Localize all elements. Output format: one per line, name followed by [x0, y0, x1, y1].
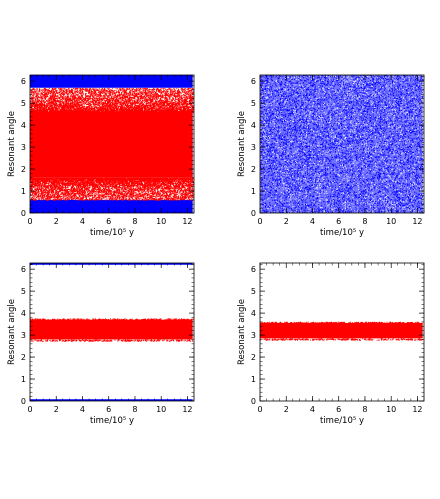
x-tick-label: 2 [284, 405, 289, 414]
y-tick-label: 1 [21, 375, 26, 384]
y-axis-label: Resonant angle [237, 111, 247, 177]
x-tick-label: 10 [386, 405, 396, 414]
y-tick-label: 0 [251, 397, 256, 406]
y-tick-label: 1 [21, 187, 26, 196]
y-tick-label: 5 [21, 99, 26, 108]
y-tick-label: 4 [21, 309, 26, 318]
y-tick-label: 6 [21, 77, 26, 86]
y-tick-label: 2 [251, 165, 256, 174]
plot-frame [259, 262, 425, 402]
scatter-points [30, 177, 194, 201]
x-tick-label: 0 [257, 405, 262, 414]
x-tick-label: 6 [106, 217, 111, 226]
scatter-band [260, 322, 423, 339]
y-tick-label: 6 [251, 265, 256, 274]
x-tick-label: 8 [132, 405, 137, 414]
x-tick-label: 0 [257, 217, 262, 226]
scatter-points [260, 338, 423, 341]
plot-area [260, 75, 424, 213]
plot-frame [29, 74, 195, 214]
y-tick-label: 4 [251, 309, 256, 318]
y-tick-label: 2 [21, 353, 26, 362]
y-tick-label: 2 [21, 165, 26, 174]
y-tick-label: 1 [251, 375, 256, 384]
scatter-points [30, 318, 194, 321]
x-tick-label: 6 [106, 405, 111, 414]
y-tick-label: 5 [21, 287, 26, 296]
x-tick-label: 4 [80, 405, 85, 414]
x-axis-label: time/10⁵ y [90, 228, 134, 238]
series-2 [30, 318, 194, 342]
x-tick-label: 8 [362, 217, 367, 226]
y-tick-label: 4 [21, 121, 26, 130]
x-tick-label: 12 [182, 405, 192, 414]
y-tick-label: 6 [21, 265, 26, 274]
scatter-points [30, 87, 194, 113]
x-tick-label: 2 [54, 405, 59, 414]
y-tick-label: 6 [251, 77, 256, 86]
y-tick-label: 1 [251, 187, 256, 196]
scatter-edge-bottom [30, 399, 193, 401]
plot-area [260, 321, 423, 341]
series-1 [260, 321, 423, 341]
y-tick-label: 4 [251, 121, 256, 130]
scatter-core [30, 111, 193, 178]
x-axis-label: time/10⁵ y [90, 416, 134, 426]
series-2 [30, 87, 194, 201]
series-1 [260, 75, 424, 213]
y-tick-label: 3 [21, 143, 26, 152]
y-tick-label: 3 [251, 331, 256, 340]
plot-area [30, 263, 194, 401]
y-tick-label: 3 [251, 143, 256, 152]
x-tick-label: 12 [412, 405, 422, 414]
x-tick-label: 10 [156, 405, 166, 414]
series-1 [30, 263, 193, 401]
x-tick-label: 12 [412, 217, 422, 226]
y-axis-label: Resonant angle [7, 299, 17, 365]
x-tick-label: 8 [362, 405, 367, 414]
y-tick-label: 0 [21, 209, 26, 218]
x-axis-label: time/10⁵ y [320, 228, 364, 238]
x-tick-label: 4 [80, 217, 85, 226]
plot-frame [29, 262, 195, 402]
y-axis-label: Resonant angle [7, 111, 17, 177]
x-tick-label: 2 [284, 217, 289, 226]
x-tick-label: 8 [132, 217, 137, 226]
plot-frame [259, 74, 425, 214]
y-tick-label: 0 [251, 209, 256, 218]
y-axis-label: Resonant angle [237, 299, 247, 365]
scatter-band [30, 319, 193, 340]
y-tick-label: 3 [21, 331, 26, 340]
x-tick-label: 6 [336, 405, 341, 414]
y-tick-label: 5 [251, 287, 256, 296]
x-tick-label: 4 [310, 405, 315, 414]
plot-area [30, 75, 194, 213]
scatter-edge-top [30, 263, 193, 265]
x-axis-label: time/10⁵ y [320, 416, 364, 426]
y-tick-label: 2 [251, 353, 256, 362]
x-tick-label: 4 [310, 217, 315, 226]
y-tick-label: 5 [251, 99, 256, 108]
x-tick-label: 2 [54, 217, 59, 226]
x-tick-label: 10 [386, 217, 396, 226]
x-tick-label: 12 [182, 217, 192, 226]
x-tick-label: 0 [27, 217, 32, 226]
y-tick-label: 0 [21, 397, 26, 406]
scatter-points [30, 339, 193, 342]
scatter-points [260, 75, 424, 213]
x-tick-label: 6 [336, 217, 341, 226]
x-tick-label: 10 [156, 217, 166, 226]
x-tick-label: 0 [27, 405, 32, 414]
scatter-points [260, 321, 423, 324]
